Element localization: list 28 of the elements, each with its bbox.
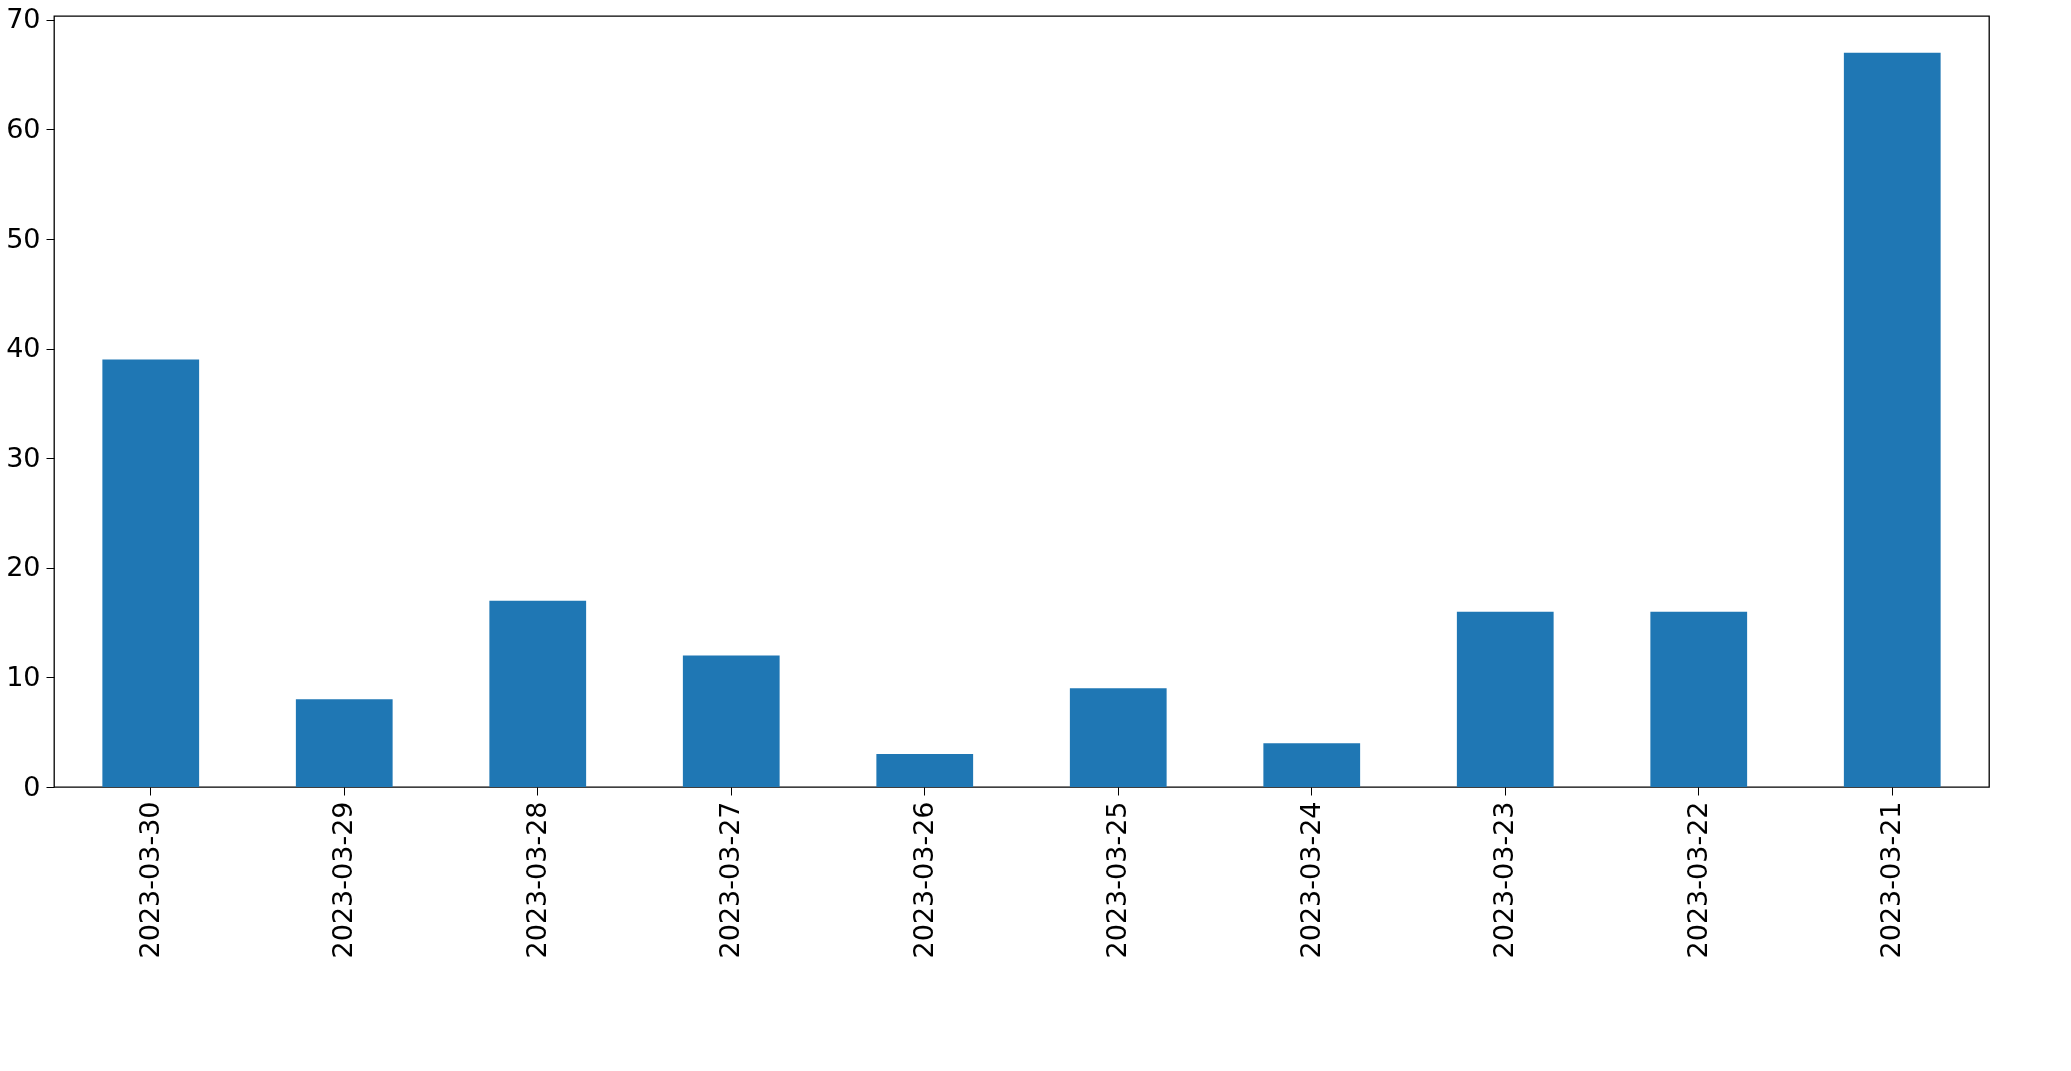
x-tick-label: 2023-03-21 [1875,801,1907,959]
y-tick-label: 70 [6,3,41,35]
x-tick-label: 2023-03-26 [907,801,939,959]
y-tick-label: 50 [6,222,41,254]
y-tick-label: 10 [6,660,41,692]
bar [876,754,974,787]
y-tick-label: 20 [6,551,41,583]
y-tick-label: 30 [6,441,41,473]
bar [682,655,780,787]
bar [1263,743,1361,787]
y-tick-label: 60 [6,112,41,144]
x-tick-label: 2023-03-24 [1294,801,1326,959]
x-tick-label: 2023-03-22 [1681,801,1713,959]
x-tick-label: 2023-03-27 [714,801,746,959]
x-tick-label: 2023-03-29 [327,801,359,959]
x-tick-label: 2023-03-28 [520,801,552,959]
bar [295,699,393,787]
x-tick-label: 2023-03-23 [1488,801,1520,959]
bar [489,600,587,787]
x-tick-label: 2023-03-30 [133,801,165,959]
bar [102,359,200,787]
bar [1650,611,1748,787]
bar [1069,688,1167,787]
y-tick-label: 40 [6,332,41,364]
bar [1843,52,1941,787]
x-tick-label: 2023-03-25 [1101,801,1133,959]
y-tick-label: 0 [23,770,41,802]
bar [1456,611,1554,787]
